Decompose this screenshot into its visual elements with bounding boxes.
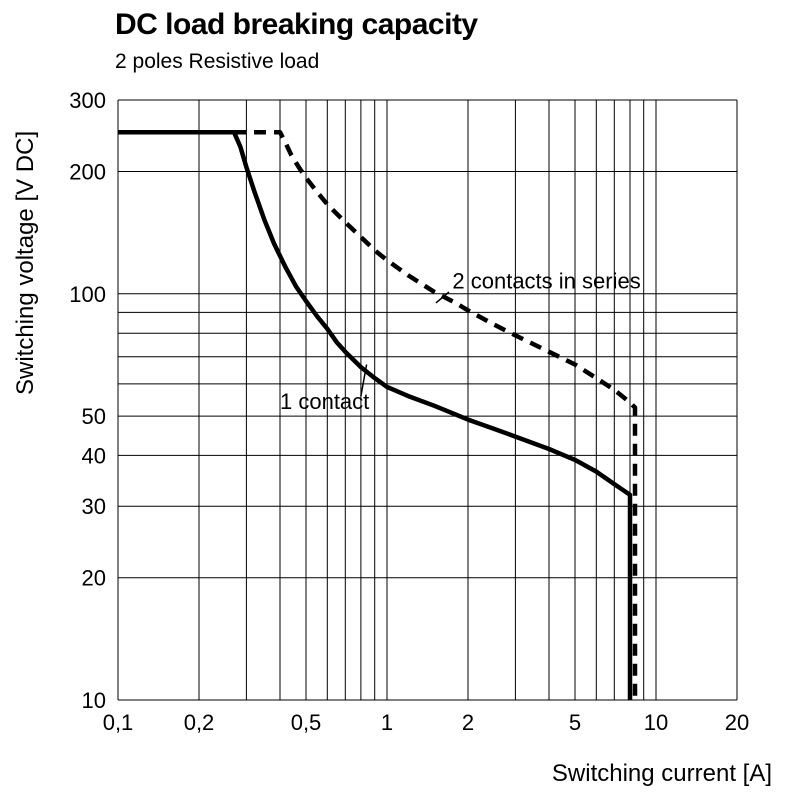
x-tick-label: 5 [569, 710, 581, 735]
annotation-leader [435, 291, 450, 304]
annotation-label: 1 contact [280, 389, 369, 414]
y-tick-label: 20 [82, 566, 106, 591]
y-tick-label: 300 [69, 88, 106, 113]
x-tick-label: 20 [725, 710, 749, 735]
x-tick-label: 10 [644, 710, 668, 735]
annotation-label: 2 contacts in series [452, 269, 640, 294]
chart-title: DC load breaking capacity [115, 8, 478, 41]
y-tick-label: 200 [69, 160, 106, 185]
y-tick-label: 40 [82, 443, 106, 468]
annotation-leader [360, 364, 368, 397]
x-tick-label: 0,1 [103, 710, 134, 735]
y-tick-label: 100 [69, 282, 106, 307]
x-tick-label: 0,2 [184, 710, 215, 735]
y-tick-label: 50 [82, 404, 106, 429]
y-tick-label: 30 [82, 494, 106, 519]
y-tick-label: 10 [82, 688, 106, 713]
series-line-2-contacts-in-series [234, 129, 638, 700]
x-tick-label: 0,5 [291, 710, 322, 735]
x-axis-title: Switching current [A] [551, 760, 772, 787]
x-tick-label: 1 [381, 710, 393, 735]
series-line-1-contact [118, 129, 633, 700]
chart-subtitle: 2 poles Resistive load [115, 50, 320, 73]
x-tick-label: 2 [462, 710, 474, 735]
